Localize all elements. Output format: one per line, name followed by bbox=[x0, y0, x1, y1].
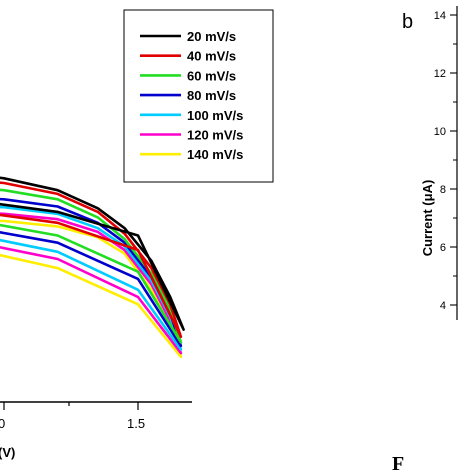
y-tick-label: 14 bbox=[434, 10, 446, 22]
legend-label: 40 mV/s bbox=[187, 49, 236, 64]
series-line bbox=[0, 176, 185, 331]
legend-label: 80 mV/s bbox=[187, 88, 236, 103]
y-tick-label: 10 bbox=[434, 126, 446, 138]
series-line bbox=[0, 188, 183, 344]
legend-label: 60 mV/s bbox=[187, 68, 236, 83]
right-panel: b 4 6 8 10 12 14 Current (μA) bbox=[402, 6, 458, 320]
x-axis-title-fragment: (V) bbox=[0, 445, 15, 460]
legend: 20 mV/s 40 mV/s 60 mV/s 80 mV/s 100 mV/s 120 … bbox=[123, 9, 274, 183]
series-line bbox=[0, 212, 183, 355]
y-axis-title: Current (μA) bbox=[420, 180, 435, 257]
y-tick-label: 12 bbox=[434, 68, 446, 80]
panel-label-b: b bbox=[402, 11, 413, 33]
y-tick-label: 6 bbox=[440, 242, 446, 254]
bottom-panel-letter: F bbox=[392, 453, 404, 474]
y-tick-label: 8 bbox=[440, 184, 446, 196]
x-tick-label: 0 bbox=[0, 416, 5, 431]
y-tick-label: 4 bbox=[440, 300, 446, 312]
x-tick-label: 1.5 bbox=[127, 416, 145, 431]
legend-label: 140 mV/s bbox=[187, 147, 243, 162]
series-line bbox=[0, 181, 183, 339]
cv-curves bbox=[0, 176, 185, 359]
legend-label: 120 mV/s bbox=[187, 128, 243, 143]
legend-label: 100 mV/s bbox=[187, 108, 243, 123]
left-panel: 0 1.5 (V) 20 mV/s 40 mV/s 60 mV/s 80 mV/s 10… bbox=[0, 9, 274, 460]
legend-label: 20 mV/s bbox=[187, 29, 236, 44]
